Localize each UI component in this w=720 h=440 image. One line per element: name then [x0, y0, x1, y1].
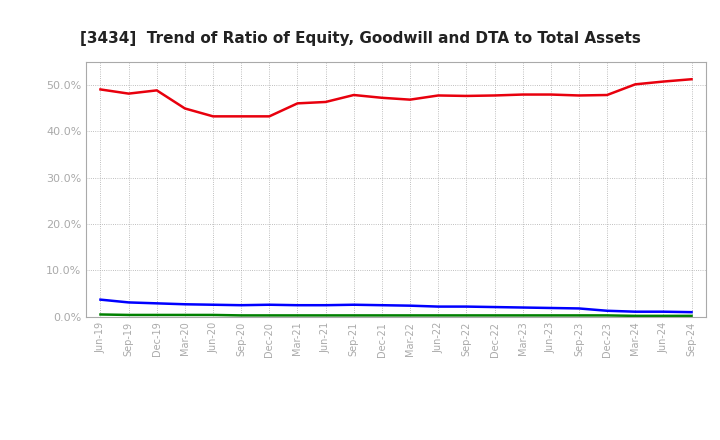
Equity	[209, 114, 217, 119]
Goodwill	[153, 301, 161, 306]
Deferred Tax Assets	[377, 313, 386, 318]
Equity	[546, 92, 555, 97]
Deferred Tax Assets	[153, 312, 161, 318]
Goodwill	[265, 302, 274, 308]
Deferred Tax Assets	[490, 313, 499, 318]
Goodwill	[293, 303, 302, 308]
Line: Deferred Tax Assets: Deferred Tax Assets	[101, 315, 691, 316]
Goodwill	[603, 308, 611, 313]
Deferred Tax Assets	[687, 313, 696, 319]
Goodwill	[209, 302, 217, 308]
Goodwill	[237, 303, 246, 308]
Goodwill	[125, 300, 133, 305]
Goodwill	[518, 305, 527, 310]
Deferred Tax Assets	[209, 312, 217, 318]
Deferred Tax Assets	[321, 313, 330, 318]
Goodwill	[321, 303, 330, 308]
Deferred Tax Assets	[265, 313, 274, 318]
Equity	[125, 91, 133, 96]
Goodwill	[96, 297, 105, 302]
Line: Goodwill: Goodwill	[101, 300, 691, 312]
Deferred Tax Assets	[462, 313, 471, 318]
Deferred Tax Assets	[631, 313, 639, 319]
Equity	[321, 99, 330, 105]
Deferred Tax Assets	[237, 313, 246, 318]
Equity	[265, 114, 274, 119]
Goodwill	[349, 302, 358, 308]
Deferred Tax Assets	[546, 313, 555, 318]
Equity	[293, 101, 302, 106]
Equity	[462, 93, 471, 99]
Equity	[349, 92, 358, 98]
Line: Equity: Equity	[101, 79, 691, 116]
Goodwill	[546, 305, 555, 311]
Goodwill	[181, 302, 189, 307]
Equity	[406, 97, 415, 102]
Equity	[575, 93, 583, 98]
Text: [3434]  Trend of Ratio of Equity, Goodwill and DTA to Total Assets: [3434] Trend of Ratio of Equity, Goodwil…	[80, 31, 640, 46]
Deferred Tax Assets	[293, 313, 302, 318]
Goodwill	[406, 303, 415, 308]
Equity	[603, 92, 611, 98]
Equity	[687, 77, 696, 82]
Equity	[434, 93, 443, 98]
Equity	[659, 79, 667, 84]
Goodwill	[687, 309, 696, 315]
Deferred Tax Assets	[575, 313, 583, 318]
Deferred Tax Assets	[518, 313, 527, 318]
Equity	[181, 106, 189, 111]
Goodwill	[462, 304, 471, 309]
Equity	[377, 95, 386, 100]
Equity	[96, 87, 105, 92]
Deferred Tax Assets	[406, 313, 415, 318]
Goodwill	[659, 309, 667, 314]
Deferred Tax Assets	[125, 312, 133, 318]
Goodwill	[434, 304, 443, 309]
Equity	[490, 93, 499, 98]
Goodwill	[631, 309, 639, 314]
Deferred Tax Assets	[603, 313, 611, 318]
Deferred Tax Assets	[349, 313, 358, 318]
Equity	[631, 82, 639, 87]
Deferred Tax Assets	[181, 312, 189, 318]
Goodwill	[490, 304, 499, 310]
Equity	[153, 88, 161, 93]
Equity	[518, 92, 527, 97]
Equity	[237, 114, 246, 119]
Deferred Tax Assets	[434, 313, 443, 318]
Goodwill	[575, 306, 583, 311]
Deferred Tax Assets	[659, 313, 667, 319]
Goodwill	[377, 303, 386, 308]
Deferred Tax Assets	[96, 312, 105, 317]
